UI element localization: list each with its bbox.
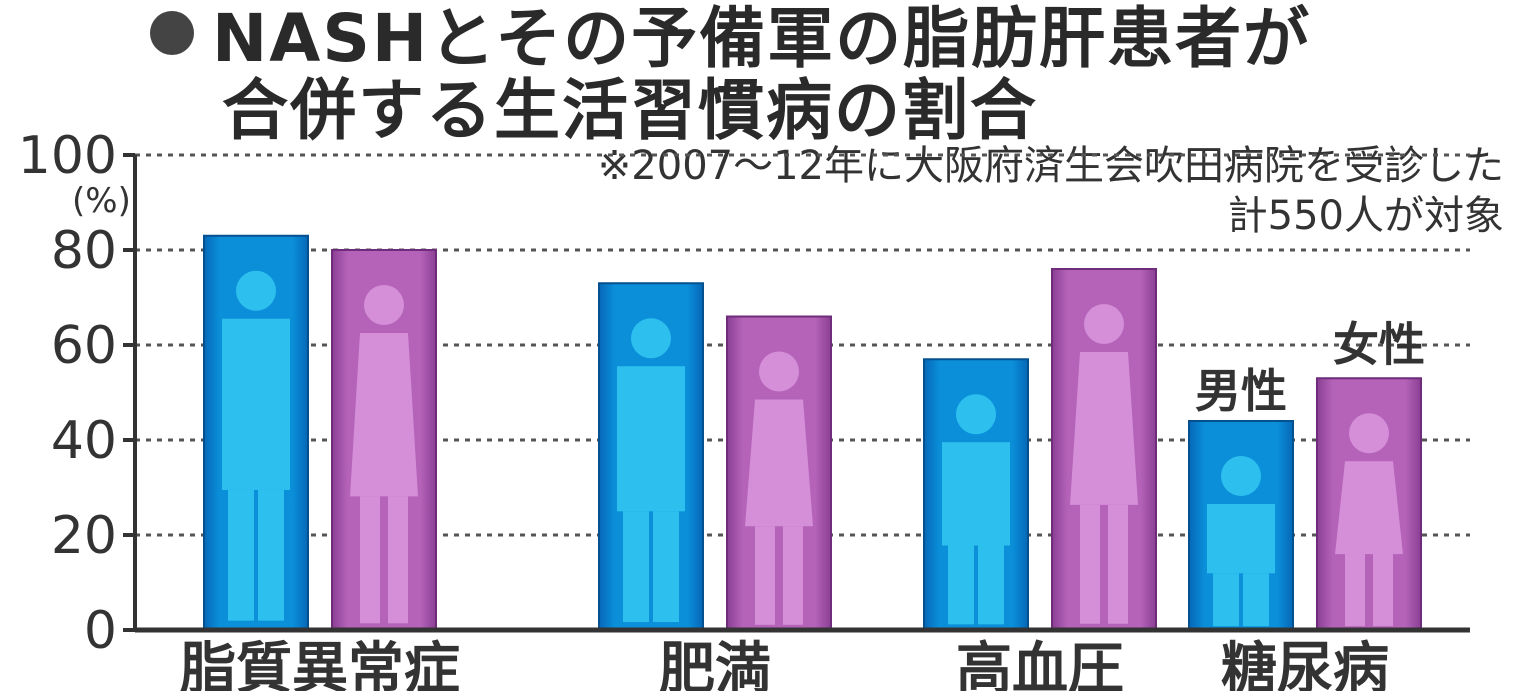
- x-category-label: 脂質異常症: [180, 637, 460, 691]
- person-head-icon: [759, 351, 799, 392]
- person-head-icon: [236, 270, 276, 311]
- person-head-icon: [1349, 413, 1389, 454]
- person-head-icon: [956, 394, 996, 435]
- chart-title-text-1: NASHとその予備軍の脂肪肝患者が: [212, 0, 1312, 77]
- x-category-label: 糖尿病: [1221, 637, 1389, 691]
- y-tick-label: 0: [84, 601, 117, 661]
- y-tick-label: 60: [51, 316, 117, 376]
- chart-title-line1: NASHとその予備軍の脂肪肝患者が: [150, 6, 1311, 72]
- y-tick-label: 80: [51, 221, 117, 281]
- y-tick-label: 40: [51, 411, 117, 471]
- x-category-label: 高血圧: [956, 637, 1124, 691]
- person-head-icon: [364, 285, 404, 325]
- person-dress-icon: [1335, 461, 1403, 555]
- person-dress-icon: [350, 333, 418, 497]
- person-leg-icon: [1108, 504, 1128, 624]
- person-leg-icon: [755, 526, 775, 625]
- person-leg-icon: [360, 496, 380, 624]
- person-dress-icon: [745, 399, 813, 527]
- person-leg-icon: [623, 511, 649, 623]
- person-leg-icon: [978, 545, 1004, 625]
- legend-label-female: 女性: [1333, 317, 1425, 371]
- person-leg-icon: [1213, 573, 1239, 627]
- person-body-icon: [222, 318, 290, 490]
- person-body-icon: [942, 442, 1010, 546]
- legend-label-male: 男性: [1195, 364, 1287, 418]
- chart-title-line2: 合併する生活習慣病の割合: [222, 72, 1038, 149]
- y-tick-label: 100: [18, 126, 117, 186]
- person-leg-icon: [258, 489, 284, 621]
- person-leg-icon: [228, 489, 254, 621]
- chart-note-line2: 計550人が対象: [1227, 193, 1504, 239]
- person-head-icon: [1221, 456, 1261, 496]
- y-axis-unit-label: (%): [72, 181, 131, 221]
- person-leg-icon: [783, 526, 803, 625]
- person-leg-icon: [653, 511, 679, 623]
- person-leg-icon: [948, 545, 974, 625]
- person-leg-icon: [1373, 554, 1393, 627]
- axes: [123, 153, 1470, 633]
- title-bullet-icon: [150, 11, 194, 55]
- person-body-icon: [617, 366, 685, 512]
- person-head-icon: [1084, 304, 1124, 344]
- person-leg-icon: [388, 496, 408, 624]
- person-leg-icon: [1243, 573, 1269, 627]
- person-leg-icon: [1345, 554, 1365, 627]
- person-dress-icon: [1070, 352, 1138, 505]
- person-leg-icon: [1080, 504, 1100, 624]
- x-category-label: 肥満: [659, 637, 771, 691]
- bars: [203, 234, 1422, 631]
- y-tick-label: 20: [51, 506, 117, 566]
- person-body-icon: [1207, 504, 1275, 574]
- person-head-icon: [631, 318, 671, 359]
- chart-note-line1: ※2007～12年に大阪府済生会吹田病院を受診した: [597, 143, 1504, 189]
